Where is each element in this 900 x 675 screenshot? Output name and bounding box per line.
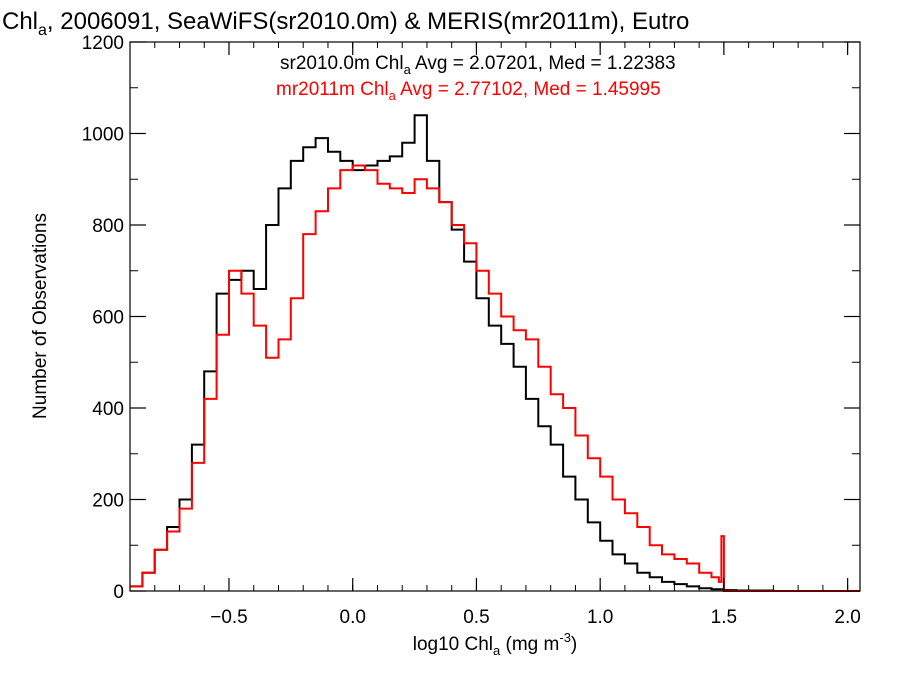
y-tick-label: 200 [92,491,124,512]
y-tick-label: 600 [92,308,124,329]
legend-entry-mr2011: mr2011m Chla Avg = 2.77102, Med = 1.4599… [276,79,661,103]
x-tick-label: 2.0 [834,607,860,628]
x-tick-label: −0.5 [210,607,248,628]
x-tick-label: 1.0 [587,607,613,628]
y-tick-label: 400 [92,399,124,420]
y-tick-label: 1000 [82,125,124,146]
y-axis-title: Number of Observations [30,213,51,419]
plot-frame [129,41,861,592]
x-axis-title: log10 Chla (mg m-3) [413,630,578,658]
x-tick-label: 0.0 [340,607,366,628]
series-line-sr2010.0m [130,114,860,592]
series-line-mr2011m [130,164,860,592]
chart-title: Chla, 2006091, SeaWiFS(sr2010.0m) & MERI… [2,8,689,39]
y-tick-label: 800 [92,216,124,237]
x-tick-label: 1.5 [711,607,737,628]
y-tick-label: 1200 [82,33,124,54]
series-layer [130,114,860,592]
y-tick-label: 0 [113,582,124,603]
x-tick-label: 0.5 [463,607,489,628]
ticks-layer: −0.5 0.0 0.5 1.0 1.5 2.0 0 200 400 600 800 1000 1200 [82,33,861,628]
legend-entry-sr2010: sr2010.0m Chla Avg = 2.07201, Med = 1.22… [280,53,676,77]
